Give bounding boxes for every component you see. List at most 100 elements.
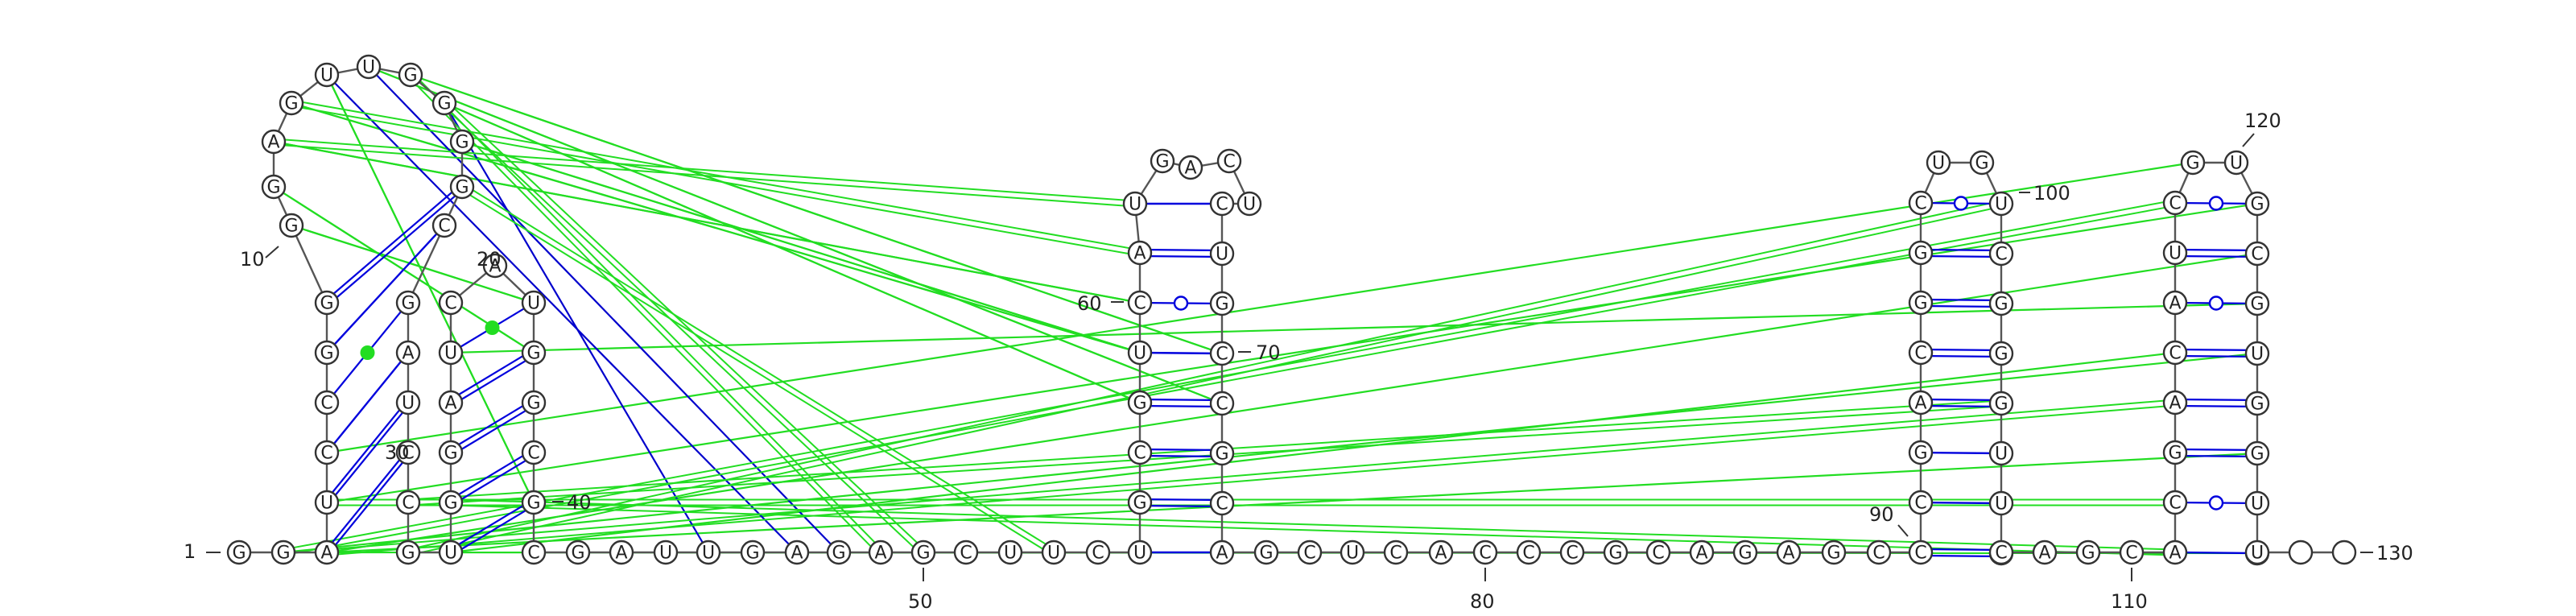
- nucleotide-letter: G: [1738, 544, 1752, 564]
- nucleotide-letter: U: [444, 344, 457, 364]
- nucleotide-letter: C: [320, 444, 332, 464]
- nucleotide-letter: U: [1133, 344, 1146, 364]
- nucleotide-letter: G: [2081, 544, 2095, 564]
- base-pair: [2174, 248, 2258, 258]
- nucleotide-letter: C: [1216, 494, 1228, 515]
- nucleotide: G: [1603, 540, 1629, 565]
- nucleotide-letter: C: [1133, 444, 1146, 464]
- nucleotide: A: [395, 340, 421, 366]
- nucleotide-letter: C: [1914, 344, 1926, 364]
- nucleotide-letter: G: [1215, 295, 1228, 315]
- tertiary-link: [441, 104, 923, 556]
- tertiary-link: [463, 184, 1056, 551]
- nucleotide: C: [1216, 148, 1242, 174]
- tertiary-link: [408, 205, 2002, 556]
- nucleotide: A: [482, 253, 508, 279]
- position-label-20: 20: [477, 248, 502, 271]
- nucleotide: C: [1472, 540, 1498, 565]
- nucleotide: A: [314, 540, 340, 565]
- position-label-130: 130: [2360, 542, 2413, 564]
- nucleotide: G: [261, 174, 287, 200]
- nucleotide-letter: G: [571, 544, 584, 564]
- nucleotide-letter: G: [401, 294, 415, 314]
- nucleotide: U: [314, 62, 340, 88]
- nucleotide-letter: U: [1004, 544, 1017, 564]
- base-pair: [1139, 498, 1223, 508]
- nucleotide: G: [1988, 291, 2014, 316]
- nucleotide: G: [2244, 391, 2270, 416]
- nucleotide: C: [314, 390, 340, 415]
- nucleotide-letter: G: [2250, 295, 2264, 315]
- nucleotide-letter: C: [1995, 245, 2007, 265]
- position-label-120: 120: [2242, 110, 2281, 147]
- nucleotide-letter: G: [232, 544, 246, 564]
- position-label-110: 110: [2111, 568, 2148, 613]
- nucleotide-letter: G: [276, 544, 290, 564]
- tertiary-link: [326, 161, 2194, 454]
- nucleotide-letter: C: [438, 217, 450, 237]
- nucleotide: G: [395, 290, 421, 316]
- nucleotide: C: [1988, 540, 2014, 565]
- base-pair: [326, 302, 409, 403]
- nucleotide: C: [1209, 391, 1235, 416]
- nucleotide-letter: G: [2186, 154, 2199, 174]
- nucleotide-letter: A: [267, 133, 279, 153]
- nucleotide: G: [2244, 440, 2270, 466]
- base-pair: [326, 225, 445, 353]
- svg-text:120: 120: [2244, 110, 2281, 132]
- nucleotide: G: [1988, 341, 2014, 366]
- nucleotide-letter: C: [1223, 152, 1235, 172]
- nucleotide: U: [2162, 240, 2188, 266]
- nucleotide: C: [395, 440, 421, 465]
- nucleotide: U: [1988, 440, 2014, 466]
- tertiary-link: [291, 105, 1140, 257]
- nucleotide-letter: G: [1259, 544, 1273, 564]
- nucleotide-letter: A: [1435, 544, 1447, 564]
- svg-text:80: 80: [1470, 590, 1495, 613]
- nucleotide: U: [2223, 150, 2249, 176]
- position-label-90: 90: [1869, 503, 1909, 537]
- nucleotide-letter: A: [791, 544, 803, 564]
- svg-text:40: 40: [567, 491, 592, 514]
- nucleotide: G: [1908, 440, 1934, 465]
- nucleotide-letter: G: [1994, 345, 2008, 365]
- position-label-40: 40: [552, 491, 592, 514]
- nucleotide-letter: C: [2125, 544, 2137, 564]
- nucleotide-letter: U: [362, 58, 375, 78]
- nucleotide-letter: U: [444, 544, 457, 564]
- nucleotide: A: [1908, 390, 1934, 415]
- nucleotide-letter: U: [1216, 245, 1228, 265]
- base-pair: [1139, 448, 1223, 458]
- tertiary-link: [461, 140, 1141, 354]
- nucleotide-letter: U: [527, 294, 540, 314]
- svg-text:60: 60: [1077, 292, 1102, 315]
- nucleotide-letter: U: [320, 494, 333, 514]
- nucleotide-letter: U: [320, 66, 333, 86]
- nucleotide-letter: U: [2251, 544, 2264, 564]
- nucleotide-letter: U: [1932, 154, 1945, 174]
- nucleotide-letter: A: [444, 394, 456, 414]
- nucleotide: G: [2244, 291, 2270, 316]
- nucleotide: [2331, 540, 2357, 565]
- nucleotide: G: [398, 62, 423, 88]
- position-labels: 1 10 30 20 40 50 60 70 80 90 100 110 120…: [184, 110, 2413, 613]
- nucleotide-letter: G: [526, 344, 540, 364]
- nucleotide: U: [1988, 191, 2014, 217]
- nucleotide-letter: C: [527, 444, 539, 464]
- nucleotide: C: [1908, 340, 1934, 366]
- base-pair: [326, 399, 409, 506]
- nucleotide-letter: A: [489, 257, 501, 277]
- base-pair: [1920, 548, 2002, 558]
- svg-text:10: 10: [240, 248, 265, 271]
- nucleotide: G: [270, 540, 296, 565]
- base-pair: [326, 352, 409, 453]
- nucleotide: A: [1428, 540, 1454, 565]
- nucleotide: G: [314, 290, 340, 316]
- nucleotide-letter: A: [1914, 394, 1926, 414]
- position-label-80: 80: [1470, 568, 1495, 613]
- svg-text:100: 100: [2033, 182, 2070, 205]
- nucleotide-letter: C: [1652, 544, 1664, 564]
- tertiary-link: [411, 72, 884, 552]
